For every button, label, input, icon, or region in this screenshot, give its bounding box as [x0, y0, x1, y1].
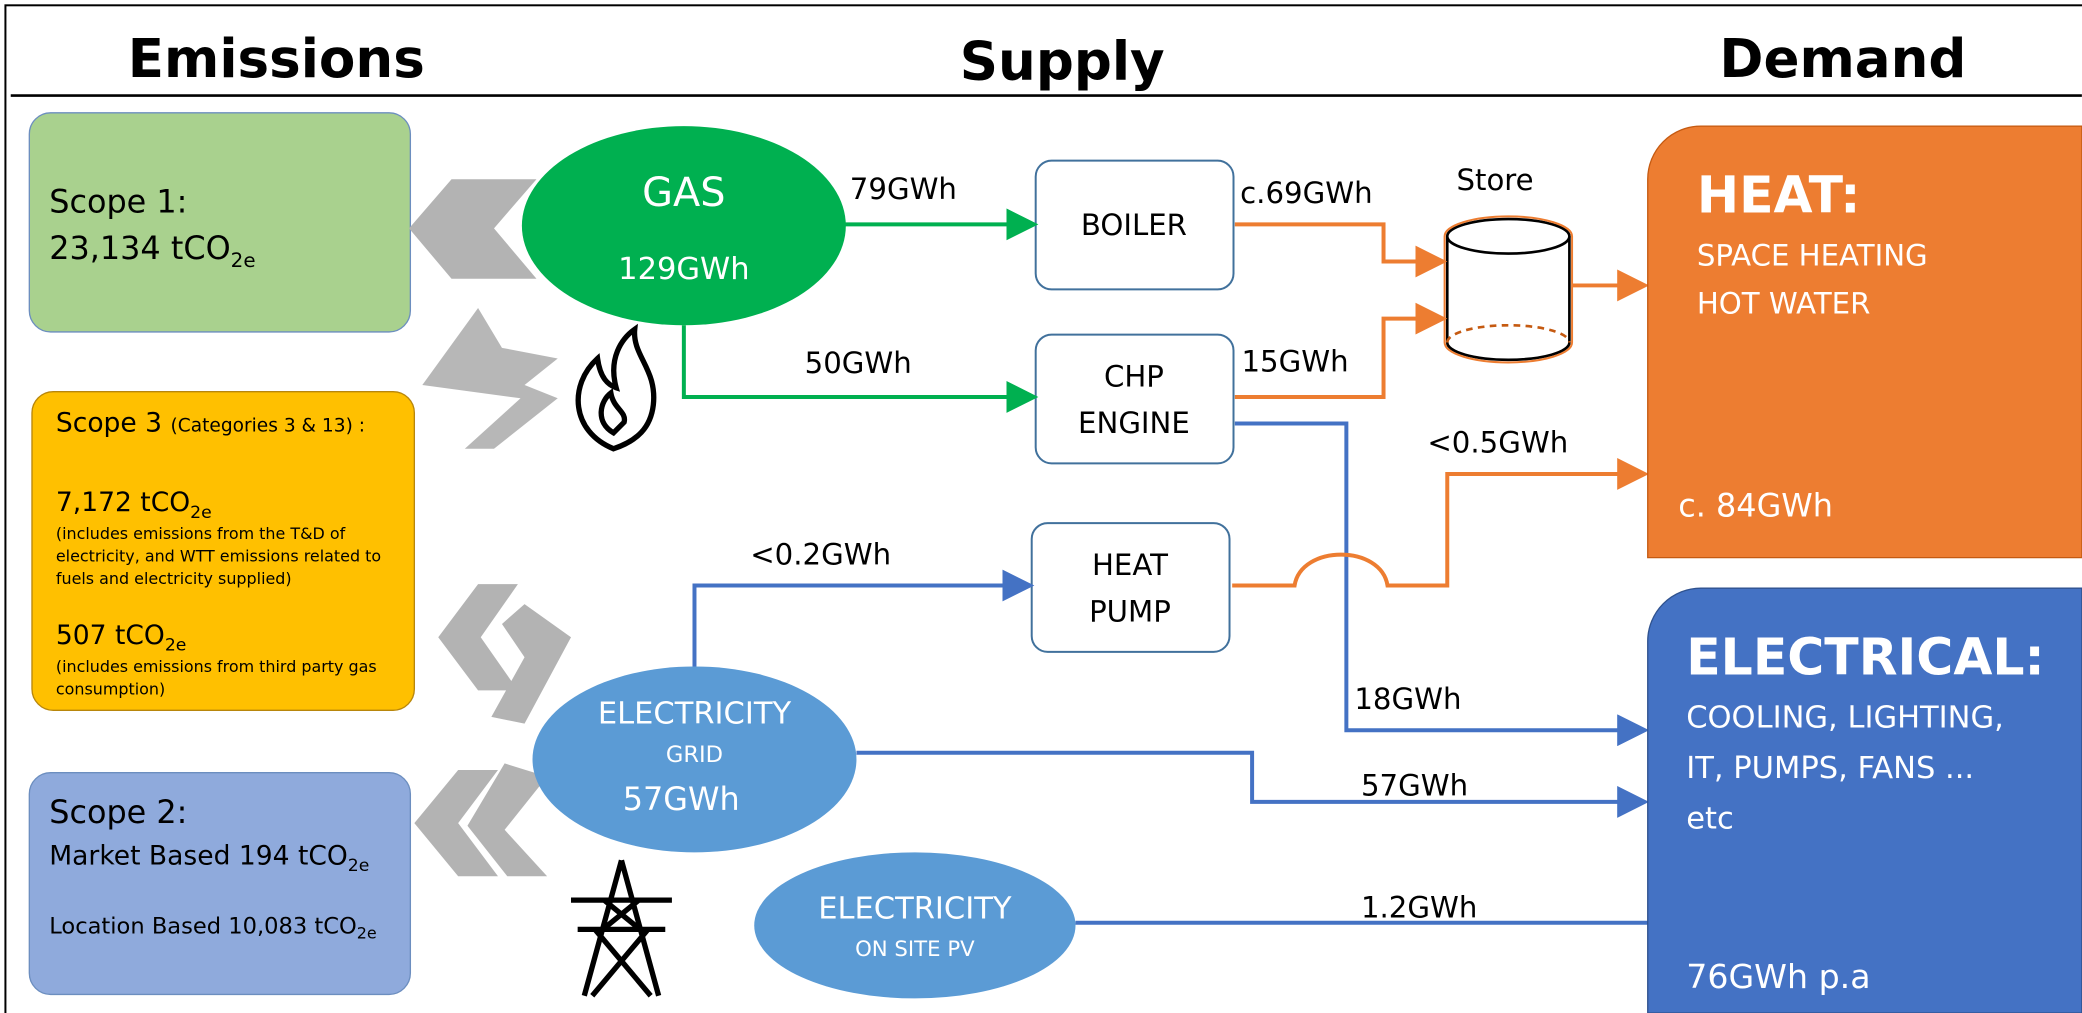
heat-pump-node: [1030, 522, 1231, 653]
scope3-box: [31, 390, 416, 711]
node-label: GAS: [642, 170, 725, 216]
scope-label: Scope 1:: [49, 182, 187, 220]
node-value: 57GWh: [623, 780, 740, 818]
chevrons: [409, 179, 572, 877]
node-label: ELECTRICITY: [818, 892, 1012, 927]
frame: [4, 4, 2082, 1013]
demand-line: etc: [1686, 801, 1734, 836]
pv-node: [754, 852, 1076, 999]
demand-title: HEAT:: [1697, 165, 1861, 224]
node-label: HEAT: [1092, 548, 1168, 582]
flow-label: <0.5GWh: [1427, 426, 1568, 460]
node-value: 129GWh: [618, 252, 749, 287]
flow-label: 18GWh: [1354, 682, 1461, 716]
flows: [681, 208, 1650, 925]
demand-line: IT, PUMPS, FANS ...: [1686, 751, 1974, 786]
node-sub: ON SITE PV: [855, 937, 975, 962]
demand-line: HOT WATER: [1697, 286, 1871, 320]
node-label: ENGINE: [1078, 406, 1190, 440]
note: fuels and electricity supplied): [56, 569, 292, 588]
node-label: BOILER: [1081, 208, 1187, 242]
store-icon: [1443, 215, 1574, 364]
flow-label: c.69GWh: [1240, 176, 1372, 210]
header: Emissions: [128, 28, 425, 90]
gas-node: [521, 126, 846, 326]
flow-label: 1.2GWh: [1361, 890, 1477, 924]
note: consumption): [56, 679, 165, 698]
demand-value: 76GWh p.a: [1686, 957, 1870, 996]
scope-label: Scope 3 (Categories 3 & 13) :: [56, 407, 365, 438]
demand-line: SPACE HEATING: [1697, 239, 1928, 273]
flow-label: <0.2GWh: [750, 537, 891, 571]
heat-box: [1647, 125, 2082, 559]
grid-node: [532, 666, 857, 853]
flow-label: 15GWh: [1241, 345, 1348, 379]
flow-label: 57GWh: [1361, 768, 1468, 802]
node-label: PUMP: [1089, 594, 1171, 628]
scope-value: Location Based 10,083 tCO2e: [49, 913, 376, 942]
pylon-icon: [571, 859, 672, 998]
flow-label: 79GWh: [850, 172, 957, 206]
scope-value: 507 tCO2e: [56, 620, 187, 656]
demand-title: ELECTRICAL:: [1686, 627, 2044, 686]
note: (includes emissions from the T&D of: [56, 524, 346, 543]
node-sub: GRID: [666, 742, 723, 768]
demand-value: c. 84GWh: [1678, 486, 1833, 524]
scope-label: Scope 2:: [49, 793, 187, 831]
node-label: CHP: [1104, 359, 1164, 393]
flame-icon: [575, 323, 657, 452]
scope-value: Market Based 194 tCO2e: [49, 840, 369, 876]
chp-node: [1034, 333, 1235, 465]
scope-value: 7,172 tCO2e: [56, 487, 212, 523]
demand-line: COOLING, LIGHTING,: [1686, 701, 2004, 736]
header: Demand: [1719, 28, 1966, 90]
flow-label: 50GWh: [805, 346, 912, 380]
scope-value: 23,134 tCO2e: [49, 229, 255, 272]
electrical-box: [1647, 587, 2082, 1013]
store-label: Store: [1456, 163, 1533, 197]
note: (includes emissions from third party gas: [56, 657, 377, 676]
scope2-box: [28, 772, 412, 996]
note: electricity, and WTT emissions related t…: [56, 547, 381, 566]
node-label: ELECTRICITY: [598, 697, 792, 732]
header: Supply: [960, 31, 1165, 93]
scope1-box: [28, 112, 412, 333]
